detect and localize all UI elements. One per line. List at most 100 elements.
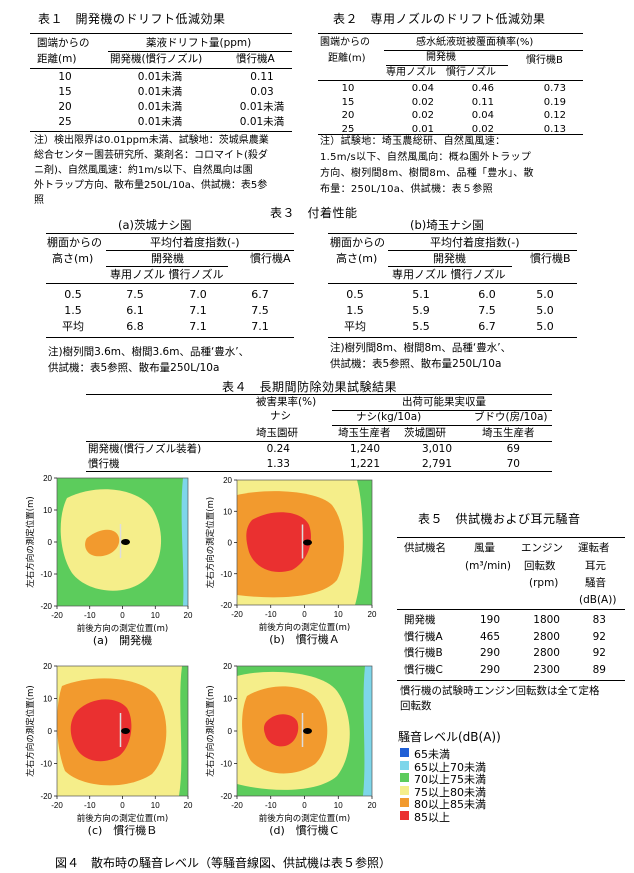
y-axis-label: 左右方向の測定位置(m) [25,685,36,776]
contour-band [85,529,120,557]
t4-damage-cell: 0.24 [266,443,290,455]
legend-title: 騒音レベル(dB(A)) [398,730,501,744]
t3a-conv-nozzle-cell: 7.1 [189,304,207,317]
t1-col2-header: 慣行機A [236,53,275,65]
t4-h-c3: 茨城園研 [404,427,446,439]
table2-title: 表２ 専用ノズルのドリフト低減効果 [333,12,546,26]
legend-label: 65以上70未満 [414,760,486,774]
t2-conv-nozzle-cell: 0.46 [471,83,494,94]
t1-dist-cell: 10 [58,71,72,83]
x-tick-label: -20 [51,801,63,810]
legend-swatch [400,810,409,820]
t5-h-noise: 運転者 [578,542,610,554]
t4-h-c4: 埼玉生産者 [482,427,535,439]
legend-swatch [400,785,409,795]
figure4-contour-plots: -20 -10 0 10 20 20 10 0 -10 -20 前後方向の測定位置(m) 左右方向の測… [25,474,377,837]
x-tick-label: 20 [368,801,377,810]
t3b-title: (b)埼玉ナシ園 [410,218,484,232]
t3a-h-unit: 高さ(m) [52,252,94,265]
t3a-dedicated-cell: 7.5 [126,288,144,301]
y-tick-label: -10 [220,570,232,579]
t2-dist-cell: 15 [341,96,355,108]
t4-h-ship: 出荷可能果実収量 [402,396,486,408]
t3b-conv-nozzle-cell: 6.0 [478,288,496,301]
t4-damage-cell: 1.33 [266,458,290,470]
x-tick-label: 20 [184,801,193,810]
t3b-note: 注)樹列間8m、樹間8m、品種‘豊水’、 供試機：表5参照、散布量250L/10a [330,342,512,370]
t2-dist-unit: 距離(m) [328,53,366,64]
y-tick-label: -20 [40,792,52,801]
panel-label: (c) 慣行機Ｂ [88,823,158,837]
t2-convB-cell: 0.19 [543,96,566,108]
t3b-conv-nozzle-cell: 6.7 [478,320,496,333]
y-tick-label: 10 [223,695,232,704]
t3b-h-dev: 開発機 [433,252,466,265]
t3a-height-cell: 平均 [62,320,84,333]
legend-swatch [400,760,409,770]
t3a-convA-cell: 7.5 [251,304,269,317]
contour-plot-c: -20 -10 0 10 20 20 10 0 -10 -20 前後方向の測定位置(m) 左右方向の測… [25,662,193,837]
t3b-h-group: 平均付着度指数(-) [430,236,520,249]
t4-pear-ibaraki-cell: 3,010 [421,443,452,455]
t4-machine-cell: 開発機(慣行ノズル装着) [88,443,202,455]
t3a-conv-nozzle-cell: 7.1 [189,320,207,333]
figure4-caption: 図４ 散布時の騒音レベル（等騒音線図、供試機は表５参照） [55,856,392,870]
t2-dist-cell: 10 [341,83,355,94]
t3b-height-cell: 1.5 [346,304,364,317]
contour-plot-a: -20 -10 0 10 20 20 10 0 -10 -20 前後方向の測定位置(m) 左右方向の測… [25,474,193,647]
t5-air-cell: 290 [479,663,500,676]
t2-dist-cell: 25 [341,123,355,135]
t5-air-cell: 465 [479,630,500,643]
y-tick-label: -20 [220,792,232,801]
t4-h-pear: ナシ(kg/10a) [356,411,422,423]
y-tick-label: 20 [223,476,232,485]
t5-noise-cell: 92 [592,630,606,643]
sprayer-marker [303,539,312,546]
y-tick-label: 20 [43,662,52,671]
sprayer-marker [121,539,130,545]
t5-rpm-cell: 1800 [533,614,560,626]
y-tick-label: -20 [40,602,52,611]
t3a-h-group: 平均付着度指数(-) [150,236,240,249]
t4-pear-saitama-cell: 1,221 [349,458,380,470]
t1-conv-cell: 0.01未満 [239,101,285,113]
y-tick-label: 0 [48,538,53,547]
t5-h-noise-unit: (dB(A)) [579,594,617,606]
t3b-conv-nozzle-cell: 7.5 [478,304,496,317]
x-tick-label: 0 [302,801,307,810]
x-tick-label: 20 [368,610,377,619]
legend-label: 65未満 [414,748,450,761]
t3a-title: (a)茨城ナシ園 [118,218,192,232]
t4-pear-saitama-cell: 1,240 [349,443,380,455]
t3b-dedicated-cell: 5.9 [412,304,430,317]
x-tick-label: 0 [302,610,307,619]
t5-name-cell: 開発機 [404,614,436,626]
contour-band [70,699,132,762]
t5-h-name: 供試機名 [404,542,446,554]
t2-dev-cell: 0.02 [411,96,434,108]
legend-swatch [400,798,409,807]
t3a-h-conv: 慣行機A [250,252,291,265]
t3a-convA-cell: 7.1 [251,320,269,333]
t5-rpm-cell: 2300 [533,663,560,676]
t4-grape-cell: 69 [506,443,520,455]
y-tick-label: 0 [48,727,53,736]
t1-note: 注）検出限界は0.01ppm未満、試験地：茨城県農業 総合センター園芸研究所、薬剤… [34,135,269,206]
t3b-h-nozzles: 専用ノズル 慣行ノズル [392,268,506,281]
t5-h-air: 風量 [474,542,495,554]
t3b-h-conv: 慣行機B [530,252,571,265]
contour-plot-d: -20 -10 0 10 20 20 10 0 -10 -20 前後方向の測定位置(m) 左右方向の測… [205,662,377,837]
t1-col1-header: 開発機(慣行ノズル) [110,53,203,65]
t4-h-damage-pear: ナシ [270,410,291,422]
x-tick-label: 0 [120,801,125,810]
t2-convB-cell: 0.12 [543,110,566,121]
t3b-convB-cell: 5.0 [536,320,554,333]
t2-dev-cell: 0.02 [411,110,434,121]
t2-col3-header: 慣行機B [526,55,563,66]
y-tick-label: 10 [223,507,232,516]
t3b-height-cell: 平均 [344,320,366,333]
t2-dev-cell: 0.01 [411,123,434,135]
t3a-height-cell: 1.5 [64,304,82,317]
t5-air-cell: 190 [479,614,500,626]
y-axis-label: 左右方向の測定位置(m) [205,685,216,776]
